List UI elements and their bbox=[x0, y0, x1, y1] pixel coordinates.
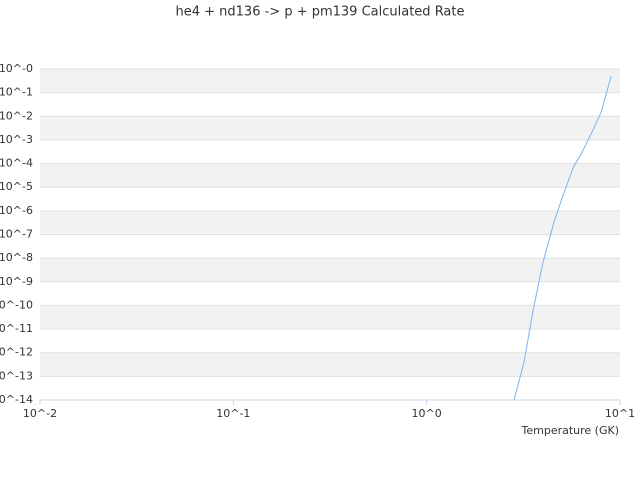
grid-band bbox=[40, 69, 620, 93]
y-tick-label: 10^-14 bbox=[0, 393, 33, 406]
y-tick-label: 10^-7 bbox=[0, 228, 33, 241]
grid-band bbox=[40, 210, 620, 235]
x-tick-label: 10^1 bbox=[605, 407, 635, 420]
y-tick-label: 10^-1 bbox=[0, 86, 33, 99]
data-line bbox=[513, 75, 612, 401]
y-tick-label: 10^-11 bbox=[0, 322, 33, 335]
chart-title: he4 + nd136 -> p + pm139 Calculated Rate bbox=[176, 5, 465, 20]
x-tick-label: 10^0 bbox=[412, 407, 442, 420]
y-tick-label: 10^-6 bbox=[0, 204, 33, 217]
y-tick-label: 10^-4 bbox=[0, 157, 33, 170]
y-tick-label: 10^-10 bbox=[0, 298, 33, 311]
grid-band bbox=[40, 352, 620, 377]
y-tick-label: 10^-3 bbox=[0, 133, 33, 146]
grid-band bbox=[40, 163, 620, 188]
grid-band bbox=[40, 258, 620, 282]
y-tick-label: 10^-8 bbox=[0, 251, 33, 264]
y-tick-label: 10^-0 bbox=[0, 62, 33, 75]
x-tick-label: 10^-1 bbox=[216, 407, 250, 420]
y-tick-label: 10^-5 bbox=[0, 180, 33, 193]
y-tick-label: 10^-12 bbox=[0, 346, 33, 359]
x-axis-label: Temperature (GK) bbox=[521, 424, 620, 437]
grid-band bbox=[40, 305, 620, 330]
grid-band bbox=[40, 116, 620, 140]
y-tick-label: 10^-9 bbox=[0, 275, 33, 288]
y-tick-label: 10^-2 bbox=[0, 109, 33, 122]
x-tick-label: 10^-2 bbox=[23, 407, 57, 420]
y-tick-label: 10^-13 bbox=[0, 369, 33, 382]
